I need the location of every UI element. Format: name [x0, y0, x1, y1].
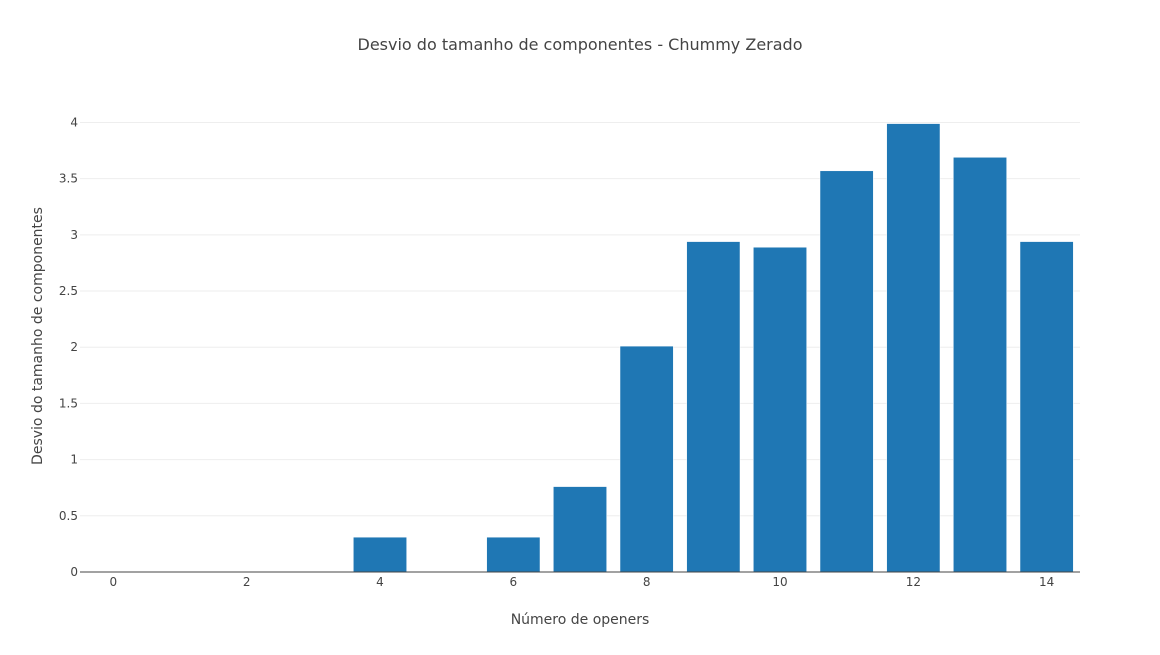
y-tick-label: 1.5: [59, 396, 78, 410]
y-axis-label: Desvio do tamanho de componentes: [30, 207, 46, 465]
x-tick-label: 10: [772, 575, 787, 589]
x-tick-label: 2: [243, 575, 251, 589]
chart-title: Desvio do tamanho de componentes - Chumm…: [358, 35, 803, 54]
y-tick-label: 2: [70, 340, 78, 354]
y-tick-label: 3.5: [59, 172, 78, 186]
bar-6: [486, 536, 541, 573]
x-tick-label: 6: [510, 575, 518, 589]
bar-13: [953, 157, 1007, 573]
bar-4: [353, 536, 407, 573]
tick-labels: 0 0.5 1 1.5 2 2.5 3 3.5 4 0 2 4 6 8 10 12 14: [59, 115, 1054, 589]
y-tick-label: 0: [70, 565, 78, 579]
y-tick-label: 0.5: [59, 509, 78, 523]
y-tick-label: 2.5: [59, 284, 78, 298]
x-tick-label: 4: [376, 575, 384, 589]
bar-7: [553, 486, 607, 573]
bar-10: [753, 246, 807, 573]
bars: [353, 123, 1074, 573]
x-tick-label: 12: [906, 575, 921, 589]
bar-9: [686, 241, 741, 573]
x-axis-label: Número de openers: [511, 612, 650, 628]
bar-11: [819, 170, 874, 573]
x-tick-label: 0: [110, 575, 118, 589]
x-tick-label: 8: [643, 575, 651, 589]
bar-12: [886, 123, 941, 573]
bar-14: [1019, 241, 1074, 573]
grid-lines: [80, 121, 1080, 517]
y-tick-label: 3: [70, 228, 78, 242]
y-tick-label: 4: [70, 115, 78, 129]
x-tick-label: 14: [1039, 575, 1054, 589]
bar-8: [619, 345, 674, 573]
y-tick-label: 1: [70, 453, 78, 467]
